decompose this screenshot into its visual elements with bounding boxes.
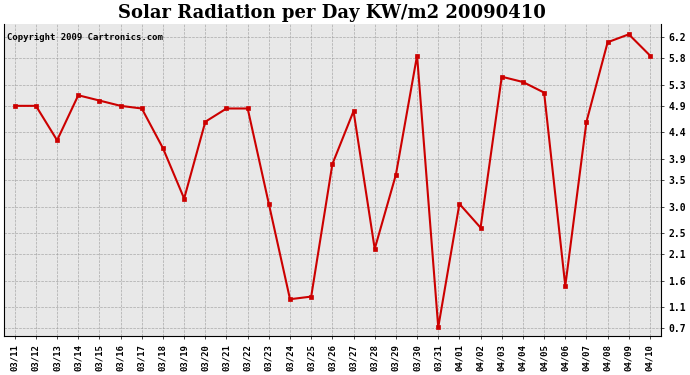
Text: Copyright 2009 Cartronics.com: Copyright 2009 Cartronics.com	[8, 33, 164, 42]
Title: Solar Radiation per Day KW/m2 20090410: Solar Radiation per Day KW/m2 20090410	[119, 4, 546, 22]
